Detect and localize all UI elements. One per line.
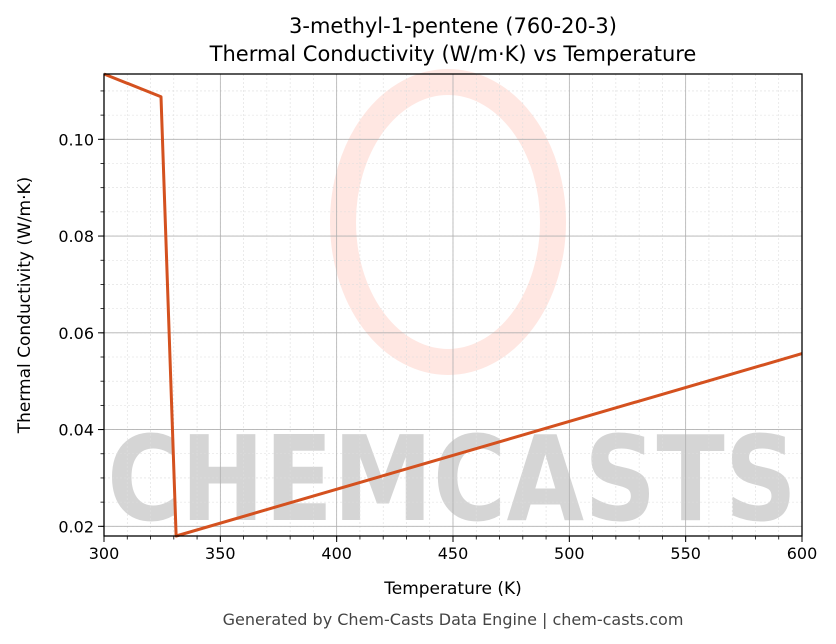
y-tick-label: 0.08 <box>58 227 94 246</box>
x-tick-label: 400 <box>321 544 352 563</box>
watermark-ring <box>330 69 566 375</box>
x-tick-label: 500 <box>554 544 585 563</box>
y-tick-label: 0.02 <box>58 517 94 536</box>
watermark-text: CHEMCASTS <box>107 410 797 548</box>
x-tick-label: 600 <box>787 544 818 563</box>
y-tick-label: 0.06 <box>58 324 94 343</box>
chemcasts-watermark: CHEMCASTS <box>107 69 797 548</box>
series-layer <box>103 72 803 538</box>
plot-frame <box>103 73 803 537</box>
x-tick-label: 450 <box>438 544 469 563</box>
y-tick-label: 0.10 <box>58 130 94 149</box>
x-tick-label: 300 <box>89 544 120 563</box>
thermal-conductivity-line <box>103 72 803 538</box>
chart-subtitle: Thermal Conductivity (W/m·K) vs Temperat… <box>209 42 697 66</box>
x-tick-label: 350 <box>205 544 236 563</box>
y-tick-label: 0.04 <box>58 421 94 440</box>
footer-credit: Generated by Chem-Casts Data Engine | ch… <box>223 610 684 629</box>
x-tick-label: 550 <box>670 544 701 563</box>
y-axis-label: Thermal Conductivity (W/m·K) <box>15 177 35 435</box>
chart-title: 3-methyl-1-pentene (760-20-3) <box>289 14 617 38</box>
x-axis-label: Temperature (K) <box>383 579 522 599</box>
axis-ticks: 300 350 400 450 500 550 600 0.02 0.04 0.06 0.08 0.1… <box>58 90 818 563</box>
